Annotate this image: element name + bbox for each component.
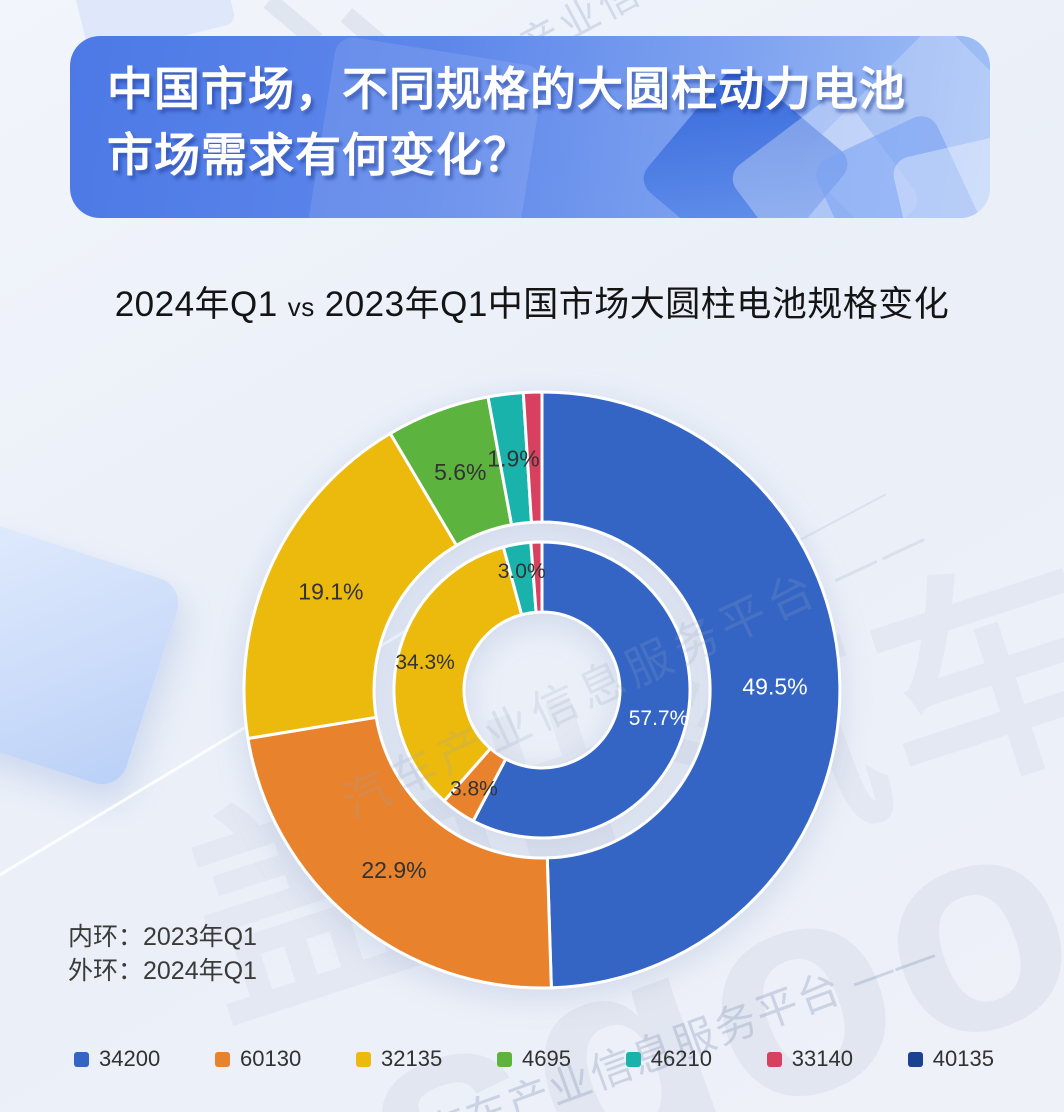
donut-slice-2023年Q1-34200[interactable]	[471, 540, 692, 840]
legend-item-32135[interactable]: 32135	[356, 1046, 442, 1072]
legend-label: 4695	[522, 1046, 571, 1071]
legend-label: 32135	[381, 1046, 443, 1071]
cube-decoration	[0, 520, 185, 791]
page-title: 中国市场，不同规格的大圆柱动力电池 市场需求有何变化？	[107, 56, 906, 188]
slice-label: 1.9%	[487, 446, 539, 472]
slice-label: 3.0%	[498, 560, 546, 583]
legend-swatch-32135	[356, 1051, 371, 1067]
page-title-line1: 中国市场，不同规格的大圆柱动力电池	[107, 63, 906, 115]
chart-title: 2024年Q1 vs 2023年Q1中国市场大圆柱电池规格变化	[0, 276, 1064, 327]
legend-swatch-60130	[215, 1051, 230, 1067]
legend-swatch-33140	[766, 1051, 782, 1067]
donut-svg: 57.7% 3.8% 34.3% 3.0% 49.5% 22.9% 19.1% 5.6%1.9…	[242, 390, 842, 990]
chart-title-left: 2024年Q1	[114, 285, 278, 324]
legend-item-33140[interactable]: 33140	[766, 1046, 853, 1072]
donut-chart: 57.7% 3.8% 34.3% 3.0% 49.5% 22.9% 19.1% 5.6% 1.9…	[212, 360, 872, 1020]
ring-note-inner: 内环：2023年Q1	[68, 923, 257, 951]
ring-note-outer: 外环：2024年Q1	[68, 957, 257, 985]
slice-label: 34.3%	[395, 651, 455, 674]
donut-slice-2023年Q1-33140[interactable]	[529, 540, 544, 614]
legend-label: 40135	[932, 1046, 994, 1071]
ring-notes: 内环：2023年Q1 外环：2024年Q1	[68, 920, 257, 988]
slice-label: 5.6%	[434, 459, 486, 485]
legend-swatch-34200	[74, 1051, 89, 1067]
chart-legend: 34200 60130 32135 4695 46210 33140 40135	[74, 1046, 994, 1072]
legend-item-34200[interactable]: 34200	[74, 1046, 160, 1072]
slice-label: 3.8%	[450, 777, 498, 800]
legend-label: 33140	[791, 1046, 853, 1071]
legend-item-46210[interactable]: 46210	[625, 1046, 712, 1072]
slice-label: 22.9%	[361, 857, 426, 883]
donut-slice-2024年Q1-33140[interactable]	[521, 390, 544, 524]
header-banner: 中国市场，不同规格的大圆柱动力电池 市场需求有何变化？	[70, 36, 990, 218]
slice-label: 49.5%	[742, 673, 807, 699]
legend-label: 34200	[99, 1046, 161, 1071]
legend-label: 46210	[650, 1046, 712, 1071]
legend-item-60130[interactable]: 60130	[215, 1046, 301, 1072]
legend-item-4695[interactable]: 4695	[497, 1046, 571, 1072]
page-title-line2: 市场需求有何变化？	[107, 129, 530, 181]
chart-title-right: 2023年Q1中国市场大圆柱电池规格变化	[324, 285, 950, 324]
legend-swatch-40135	[907, 1051, 923, 1067]
legend-swatch-4695	[497, 1051, 512, 1067]
slice-label: 19.1%	[298, 579, 363, 605]
legend-item-40135[interactable]: 40135	[907, 1046, 994, 1072]
chart-title-vs: vs	[287, 292, 315, 322]
slice-label: 57.7%	[629, 707, 689, 730]
legend-label: 60130	[240, 1046, 302, 1071]
legend-swatch-46210	[625, 1051, 641, 1067]
